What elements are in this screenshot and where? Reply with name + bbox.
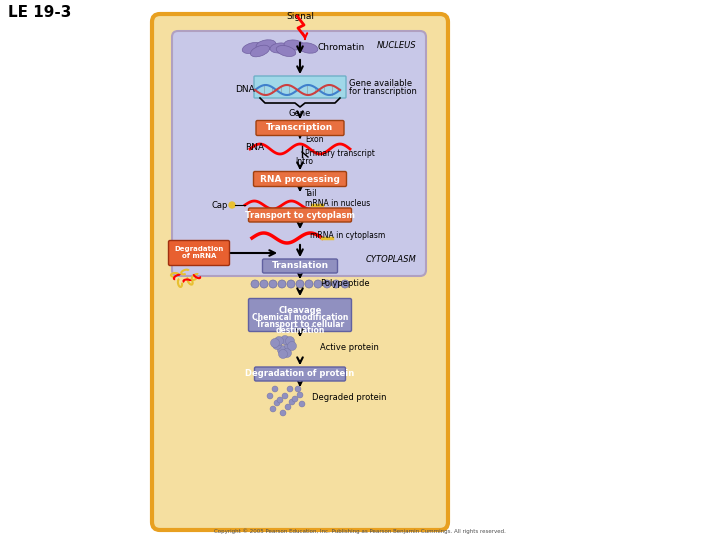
FancyBboxPatch shape <box>248 208 351 222</box>
Circle shape <box>272 386 278 392</box>
Text: Transport to cytoplasm: Transport to cytoplasm <box>245 211 355 219</box>
Circle shape <box>279 349 287 359</box>
FancyBboxPatch shape <box>256 120 344 136</box>
Circle shape <box>292 396 298 402</box>
Text: Tail: Tail <box>305 188 318 198</box>
Text: RNA processing: RNA processing <box>260 174 340 184</box>
Text: Degradation
of mRNA: Degradation of mRNA <box>174 246 224 260</box>
Text: Exon: Exon <box>305 136 323 145</box>
Circle shape <box>277 346 287 354</box>
Circle shape <box>287 386 293 392</box>
Circle shape <box>282 393 288 399</box>
Text: Primary transcript: Primary transcript <box>305 150 375 159</box>
Ellipse shape <box>270 43 290 53</box>
Text: Transport to cellular: Transport to cellular <box>256 320 344 329</box>
Text: Degradation of protein: Degradation of protein <box>246 369 355 379</box>
Text: NUCLEUS: NUCLEUS <box>377 41 416 50</box>
Circle shape <box>285 404 291 410</box>
Text: Gene: Gene <box>289 109 311 118</box>
Text: mRNA in nucleus: mRNA in nucleus <box>305 199 370 207</box>
Circle shape <box>270 406 276 412</box>
Circle shape <box>278 280 286 288</box>
Circle shape <box>251 280 259 288</box>
Text: destination: destination <box>275 326 325 335</box>
Text: mRNA in cytoplasm: mRNA in cytoplasm <box>310 232 385 240</box>
Text: RNA: RNA <box>245 144 264 152</box>
Text: Active protein: Active protein <box>320 342 379 352</box>
Circle shape <box>305 280 313 288</box>
Circle shape <box>295 386 301 392</box>
Text: CYTOPLASM: CYTOPLASM <box>365 255 416 264</box>
Ellipse shape <box>276 45 296 57</box>
Text: LE 19-3: LE 19-3 <box>8 5 71 20</box>
FancyBboxPatch shape <box>263 259 338 273</box>
Circle shape <box>272 341 282 349</box>
Circle shape <box>299 401 305 407</box>
FancyBboxPatch shape <box>254 367 346 381</box>
Text: Chromatin: Chromatin <box>318 44 365 52</box>
Text: Copyright © 2005 Pearson Education, Inc. Publishing as Pearson Benjamin Cummings: Copyright © 2005 Pearson Education, Inc.… <box>214 528 506 534</box>
Text: Degraded protein: Degraded protein <box>312 393 387 402</box>
Circle shape <box>269 280 277 288</box>
Circle shape <box>296 280 304 288</box>
Text: DNA: DNA <box>235 85 255 94</box>
Text: Chemical modification: Chemical modification <box>252 313 348 322</box>
Text: Cleavage: Cleavage <box>279 306 322 315</box>
Circle shape <box>341 280 349 288</box>
Circle shape <box>260 280 268 288</box>
Circle shape <box>332 280 340 288</box>
FancyBboxPatch shape <box>248 299 351 332</box>
Circle shape <box>287 280 295 288</box>
Circle shape <box>274 336 284 346</box>
Circle shape <box>281 335 289 345</box>
FancyBboxPatch shape <box>172 31 426 276</box>
Ellipse shape <box>256 40 276 50</box>
Circle shape <box>271 339 279 348</box>
Circle shape <box>284 341 294 350</box>
FancyBboxPatch shape <box>253 172 346 186</box>
Ellipse shape <box>242 43 262 53</box>
Circle shape <box>297 392 303 398</box>
Text: Transcription: Transcription <box>266 124 333 132</box>
Circle shape <box>323 280 331 288</box>
Circle shape <box>314 280 322 288</box>
Ellipse shape <box>298 43 318 53</box>
Circle shape <box>267 393 273 399</box>
FancyBboxPatch shape <box>254 76 346 98</box>
Ellipse shape <box>284 40 304 50</box>
FancyBboxPatch shape <box>152 14 448 530</box>
Circle shape <box>277 397 283 403</box>
Circle shape <box>287 341 297 350</box>
Text: Gene available: Gene available <box>349 78 412 87</box>
Circle shape <box>274 400 280 406</box>
Ellipse shape <box>251 45 269 57</box>
Text: Signal: Signal <box>286 12 314 21</box>
Text: Translation: Translation <box>271 261 328 271</box>
Circle shape <box>282 348 292 357</box>
Circle shape <box>286 336 294 346</box>
Text: for transcription: for transcription <box>349 86 417 96</box>
Circle shape <box>280 410 286 416</box>
Circle shape <box>289 399 295 405</box>
Text: Cap: Cap <box>212 200 228 210</box>
Text: Polypeptide: Polypeptide <box>320 279 369 287</box>
FancyBboxPatch shape <box>168 240 230 266</box>
Circle shape <box>229 202 235 208</box>
Text: Intro: Intro <box>295 157 313 165</box>
